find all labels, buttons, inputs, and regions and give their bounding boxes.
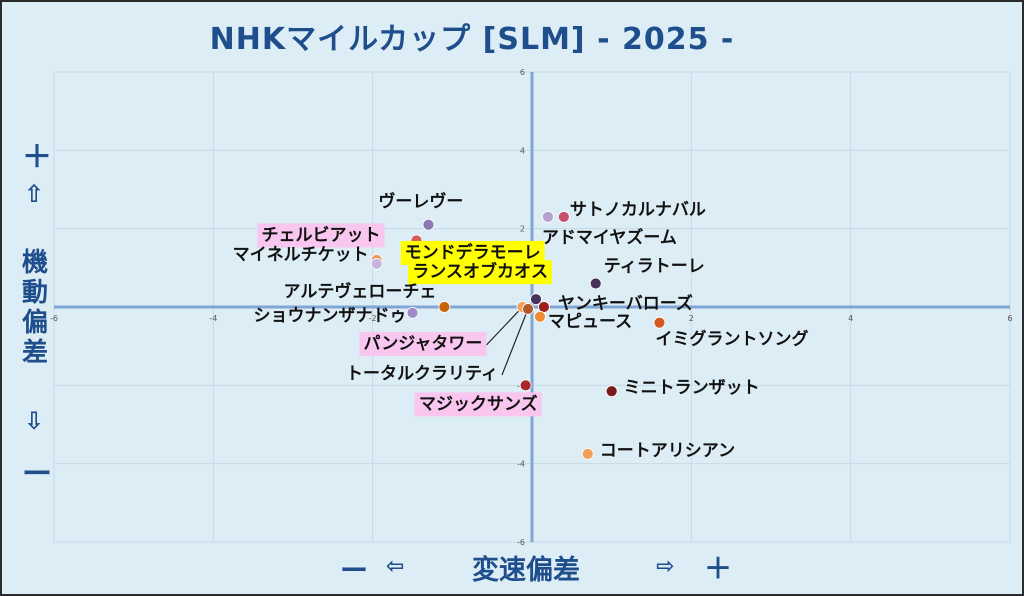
data-point [438,301,451,313]
data-point [581,447,594,460]
data-point [406,306,419,319]
x-tick-label: -4 [209,314,217,323]
point-label: ティラトーレ [604,257,705,277]
data-point [542,211,554,223]
point-label: ヤンキーバローズ [558,293,693,314]
point-label: サトノカルナバル [570,200,706,220]
data-point [422,218,435,231]
data-point [557,211,570,223]
point-label: ミニトランザット [624,378,760,398]
label-highlight [414,392,542,417]
data-point [605,385,618,398]
x-axis-label: 変速偏差 [472,555,580,586]
point-label: ランスオブカオス [412,261,548,282]
x-tick-label: 2 [689,314,694,323]
leader-line [486,306,523,346]
y-tick-label: -6 [517,538,525,547]
x-tick-label: 6 [1007,314,1012,323]
label-highlight [407,260,552,285]
y-tick-label: -4 [517,460,525,469]
arrow-up-icon: ⇧ [24,180,45,208]
data-point [519,379,532,392]
point-label: ショウナンザナドゥ [254,306,407,326]
y-tick-label: 2 [520,225,525,234]
x-tick-label: -6 [50,314,58,323]
point-label: アルテヴェローチェ [284,281,437,302]
y-tick-label: 6 [520,68,525,77]
point-label: チェルビアット [261,225,380,245]
point-label: モンドデラモーレ [405,242,541,263]
leader-line [501,308,529,376]
point-label: トータルクラリティ [346,364,498,384]
point-label: ヴーレヴー [378,191,463,212]
x-plus-sign: ＋ [704,552,733,585]
y-axis-label: 機動偏差 [21,248,48,368]
data-point [534,310,546,323]
chart-title: NHKマイルカップ [SLM] - 2025 - [209,22,735,57]
x-minus-sign: ー [340,554,369,587]
data-point [653,316,666,329]
y-minus-sign: ー [22,457,52,492]
arrow-right-icon: ⇨ [656,554,675,579]
point-label: イミグラントソング [655,329,808,350]
point-label: アドマイヤズーム [542,227,677,248]
arrow-down-icon: ⇩ [24,407,45,435]
point-label: マピュース [548,312,632,332]
x-tick-label: 4 [848,314,853,323]
data-point [370,258,383,270]
arrow-left-icon: ⇦ [386,554,405,579]
label-highlight [359,332,487,356]
data-point [589,277,602,290]
point-label: パンジャタワー [363,334,482,354]
x-tick-label: -2 [369,314,377,323]
data-point [530,293,542,306]
point-label: マジックサンズ [419,393,538,414]
data-point [522,303,534,315]
y-tick-label: 4 [520,146,525,155]
y-plus-sign: ＋ [22,140,52,175]
point-label: コートアリシアン [600,441,735,461]
label-highlight [257,223,385,248]
point-label: マイネルチケット [233,245,369,265]
